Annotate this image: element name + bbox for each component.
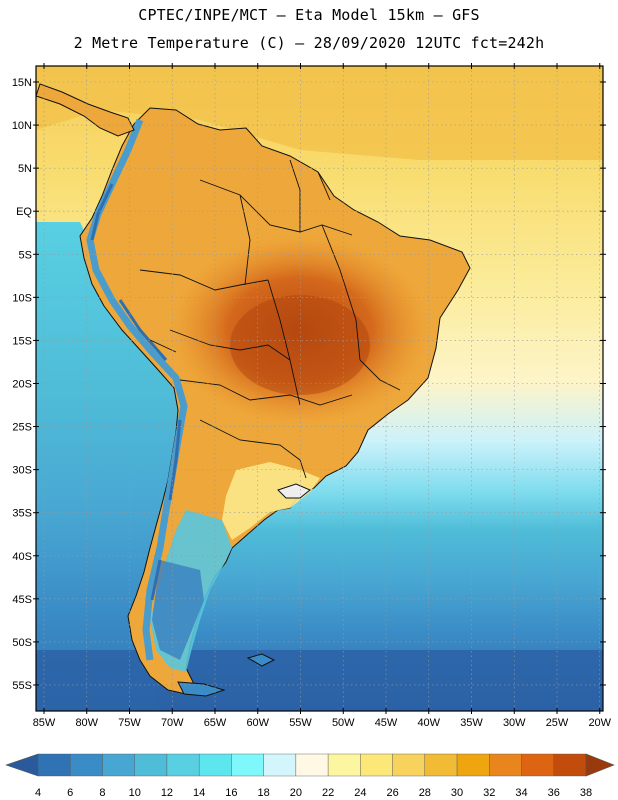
colorbar-label: 10 bbox=[129, 787, 141, 799]
colorbar-bin bbox=[263, 753, 297, 777]
lon-label-80w: 80W bbox=[75, 717, 98, 729]
colorbar-label: 28 bbox=[419, 787, 431, 799]
colorbar-bin bbox=[166, 753, 200, 777]
colorbar-label: 16 bbox=[225, 787, 237, 799]
lat-label-40s: 40S bbox=[12, 551, 32, 563]
colorbar-bin bbox=[295, 753, 329, 777]
colorbar-bin bbox=[424, 753, 458, 777]
lat-label-30s: 30S bbox=[12, 465, 32, 477]
lat-label-25s: 25S bbox=[12, 422, 32, 434]
lon-label-30w: 30W bbox=[503, 717, 526, 729]
southern-ocean bbox=[36, 650, 603, 711]
colorbar-label: 12 bbox=[161, 787, 173, 799]
lat-label-20s: 20S bbox=[12, 378, 32, 390]
southern-cone-mild bbox=[222, 462, 320, 540]
lat-label-45s: 45S bbox=[12, 594, 32, 606]
longitude-labels: 85W 80W 75W 70W 65W 60W 55W 50W 45W 40W 35W 30W 25W 2… bbox=[33, 717, 612, 729]
colorbar-label: 4 bbox=[35, 787, 41, 799]
heat-core-inner bbox=[230, 295, 370, 395]
colorbar-bin bbox=[37, 753, 71, 777]
lat-label-50s: 50S bbox=[12, 637, 32, 649]
lon-label-45w: 45W bbox=[375, 717, 398, 729]
graticule bbox=[36, 66, 603, 711]
rio-de-la-plata bbox=[277, 483, 311, 499]
lon-label-35w: 35W bbox=[460, 717, 483, 729]
colorbar-bin bbox=[231, 753, 264, 777]
lon-label-60w: 60W bbox=[246, 717, 269, 729]
lon-label-40w: 40W bbox=[417, 717, 440, 729]
colorbar-bin bbox=[327, 753, 361, 777]
andes-core bbox=[90, 183, 182, 601]
colorbar-bin bbox=[456, 753, 490, 777]
lon-label-25w: 25W bbox=[546, 717, 569, 729]
colorbar-bin bbox=[489, 753, 522, 777]
pacific-ocean bbox=[36, 222, 186, 711]
colorbar-label: 18 bbox=[258, 787, 270, 799]
lat-label-15n: 15N bbox=[12, 77, 32, 89]
colorbar-label: 24 bbox=[354, 787, 366, 799]
lat-label-15s: 15S bbox=[12, 335, 32, 347]
colorbar-label: 26 bbox=[386, 787, 398, 799]
colorbar-bin bbox=[198, 753, 232, 777]
lat-label-10n: 10N bbox=[12, 120, 32, 132]
lon-label-70w: 70W bbox=[161, 717, 184, 729]
lon-label-20w: 20W bbox=[588, 717, 611, 729]
country-borders bbox=[139, 159, 401, 479]
lon-label-55w: 55W bbox=[289, 717, 312, 729]
colorbar-label: 14 bbox=[193, 787, 205, 799]
colorbar-bin bbox=[360, 753, 393, 777]
patagonia-cold bbox=[152, 560, 204, 660]
colorbar-label: 30 bbox=[451, 787, 463, 799]
colorbar-label: 22 bbox=[322, 787, 334, 799]
lat-label-5n: 5N bbox=[18, 163, 32, 175]
colorbar-label: 32 bbox=[483, 787, 495, 799]
colorbar-bin bbox=[392, 753, 426, 777]
colorbar-label: 8 bbox=[99, 787, 105, 799]
lat-label-eq: EQ bbox=[16, 206, 32, 218]
falkland-islands bbox=[246, 653, 276, 667]
lat-label-5s: 5S bbox=[19, 249, 32, 261]
colorbar-bin bbox=[134, 753, 168, 777]
colorbar-bin bbox=[521, 753, 554, 777]
colorbar-label: 38 bbox=[580, 787, 592, 799]
colorbar-label: 34 bbox=[515, 787, 527, 799]
latitude-labels: 15N 10N 5N EQ 5S 10S 15S 20S 25S 30S 35S 40S 45S 50S 5… bbox=[12, 77, 33, 692]
colorbar-over-triangle bbox=[585, 753, 615, 777]
lon-label-65w: 65W bbox=[204, 717, 227, 729]
axis-ticks bbox=[33, 63, 606, 714]
colorbar-under-triangle bbox=[5, 753, 39, 777]
lon-label-85w: 85W bbox=[33, 717, 56, 729]
colorbar-bin bbox=[553, 753, 587, 777]
colorbar bbox=[5, 753, 615, 777]
colorbar-label: 20 bbox=[290, 787, 302, 799]
map-frame bbox=[35, 65, 604, 712]
caribbean-sea bbox=[36, 66, 603, 160]
central-america bbox=[36, 83, 135, 137]
lon-label-50w: 50W bbox=[332, 717, 355, 729]
lat-label-55s: 55S bbox=[12, 680, 32, 692]
colorbar-labels: 4 6 8 10 12 14 16 18 20 22 24 26 28 30 32 34 36 38 bbox=[35, 787, 592, 799]
lon-label-75w: 75W bbox=[118, 717, 141, 729]
lat-label-35s: 35S bbox=[12, 508, 32, 520]
colorbar-label: 36 bbox=[548, 787, 560, 799]
title-line-1: CPTEC/INPE/MCT – Eta Model 15km – GFS bbox=[138, 6, 480, 24]
colorbar-bin bbox=[70, 753, 103, 777]
title-line-2: 2 Metre Temperature (C) – 28/09/2020 12U… bbox=[73, 34, 545, 52]
colorbar-label: 6 bbox=[67, 787, 73, 799]
colorbar-bin bbox=[102, 753, 135, 777]
lat-label-10s: 10S bbox=[12, 292, 32, 304]
